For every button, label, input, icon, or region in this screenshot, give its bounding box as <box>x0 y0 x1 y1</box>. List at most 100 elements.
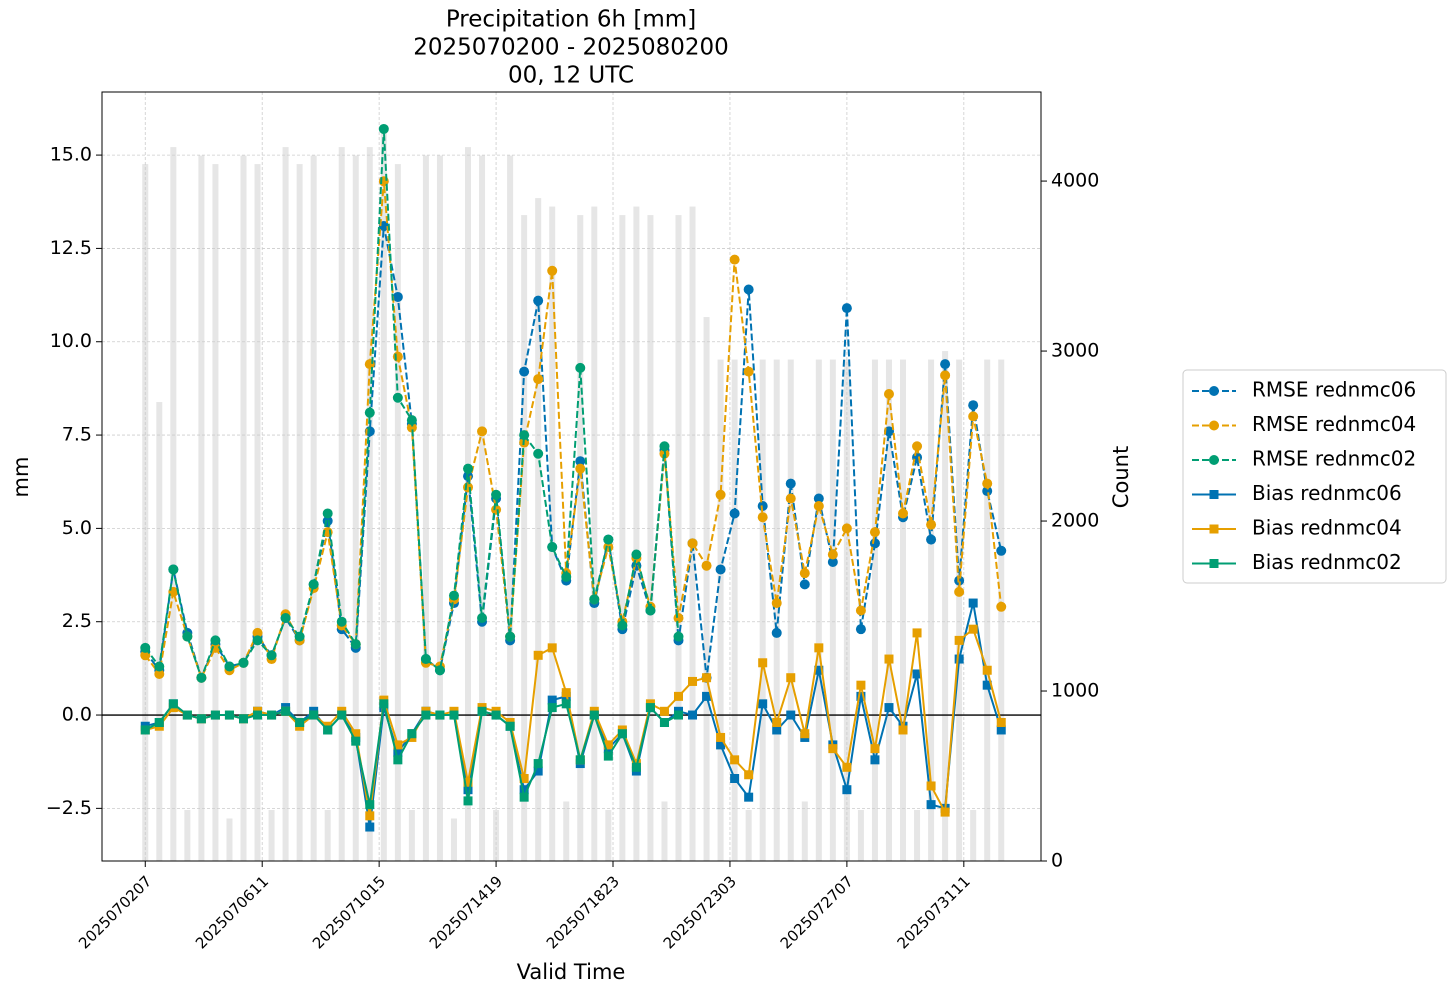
count-bar <box>549 206 556 861</box>
marker <box>701 560 712 571</box>
marker <box>350 639 361 650</box>
marker <box>702 673 712 683</box>
marker <box>1209 559 1219 568</box>
marker <box>744 770 754 780</box>
y2-tick-label: 1000 <box>1051 680 1099 702</box>
marker <box>533 295 544 306</box>
count-bar <box>885 359 892 861</box>
legend-label: RMSE rednmc06 <box>1252 378 1416 402</box>
marker <box>757 500 768 511</box>
count-bar <box>310 155 317 862</box>
marker <box>140 642 151 653</box>
marker <box>716 732 726 742</box>
marker <box>883 389 894 400</box>
marker <box>827 556 838 567</box>
marker <box>617 620 628 631</box>
y-axis-label: mm <box>9 457 33 498</box>
marker <box>982 486 993 497</box>
legend-label: Bias rednmc04 <box>1252 516 1402 540</box>
marker <box>477 612 488 623</box>
marker <box>323 725 333 735</box>
marker <box>392 392 403 403</box>
count-bar <box>254 164 261 861</box>
y-tick-label: 7.5 <box>62 424 92 446</box>
marker <box>687 538 698 549</box>
legend-label: RMSE rednmc02 <box>1252 447 1416 471</box>
count-bar <box>465 147 472 861</box>
marker <box>645 605 656 616</box>
y-tick-label: 15.0 <box>50 144 92 166</box>
x-tick-label: 2025070207 <box>75 872 155 952</box>
count-bar <box>156 402 163 861</box>
y-tick-label: 12.5 <box>50 237 92 259</box>
marker <box>154 661 165 672</box>
marker <box>856 680 866 690</box>
marker <box>406 422 417 433</box>
marker <box>688 710 698 720</box>
marker <box>589 594 600 605</box>
marker <box>561 688 571 698</box>
marker <box>659 718 669 728</box>
marker <box>996 718 1006 728</box>
marker <box>968 598 978 608</box>
marker <box>519 792 529 802</box>
marker <box>351 736 361 746</box>
legend-label: Bias rednmc06 <box>1252 481 1402 505</box>
marker <box>702 691 712 701</box>
marker <box>870 744 880 754</box>
y-tick-label: 2.5 <box>62 610 92 632</box>
count-bar <box>605 810 612 861</box>
marker <box>393 755 403 765</box>
marker <box>673 710 683 720</box>
marker <box>771 627 782 638</box>
marker <box>533 448 544 459</box>
marker <box>772 725 782 735</box>
marker <box>182 631 193 642</box>
count-bar <box>675 215 682 861</box>
marker <box>1209 524 1219 534</box>
x-axis-label: Valid Time <box>517 960 626 984</box>
count-bar <box>857 810 864 861</box>
count-bar <box>843 359 850 861</box>
marker <box>463 482 474 493</box>
count-bar <box>745 810 752 861</box>
marker <box>477 426 488 437</box>
marker <box>884 703 894 713</box>
marker <box>337 710 347 720</box>
count-bar <box>815 359 822 861</box>
legend-box <box>1182 369 1447 584</box>
marker <box>505 631 516 642</box>
marker <box>252 627 263 638</box>
marker <box>421 710 431 720</box>
count-bar <box>212 164 219 861</box>
marker <box>729 508 740 519</box>
marker <box>168 699 178 709</box>
marker <box>631 762 641 772</box>
y-tick-label: 0.0 <box>62 704 92 726</box>
count-bar <box>970 810 977 861</box>
marker <box>575 463 586 474</box>
marker <box>420 654 431 665</box>
marker <box>575 456 586 467</box>
count-bar <box>535 198 542 861</box>
marker <box>210 642 221 653</box>
plot-frame <box>101 91 1042 862</box>
count-bar <box>198 155 205 862</box>
marker <box>322 508 333 519</box>
marker <box>842 785 852 795</box>
marker <box>140 725 150 735</box>
marker <box>968 624 978 634</box>
marker <box>533 759 543 769</box>
marker <box>659 706 669 716</box>
count-bar <box>633 206 640 861</box>
marker <box>814 643 824 653</box>
marker <box>365 800 375 810</box>
count-bar <box>829 359 836 861</box>
count-bar <box>801 801 808 861</box>
marker <box>547 703 557 713</box>
count-bar <box>352 155 359 862</box>
marker <box>589 710 599 720</box>
count-bar <box>394 164 401 861</box>
marker <box>238 657 249 668</box>
count-bar <box>324 810 331 861</box>
